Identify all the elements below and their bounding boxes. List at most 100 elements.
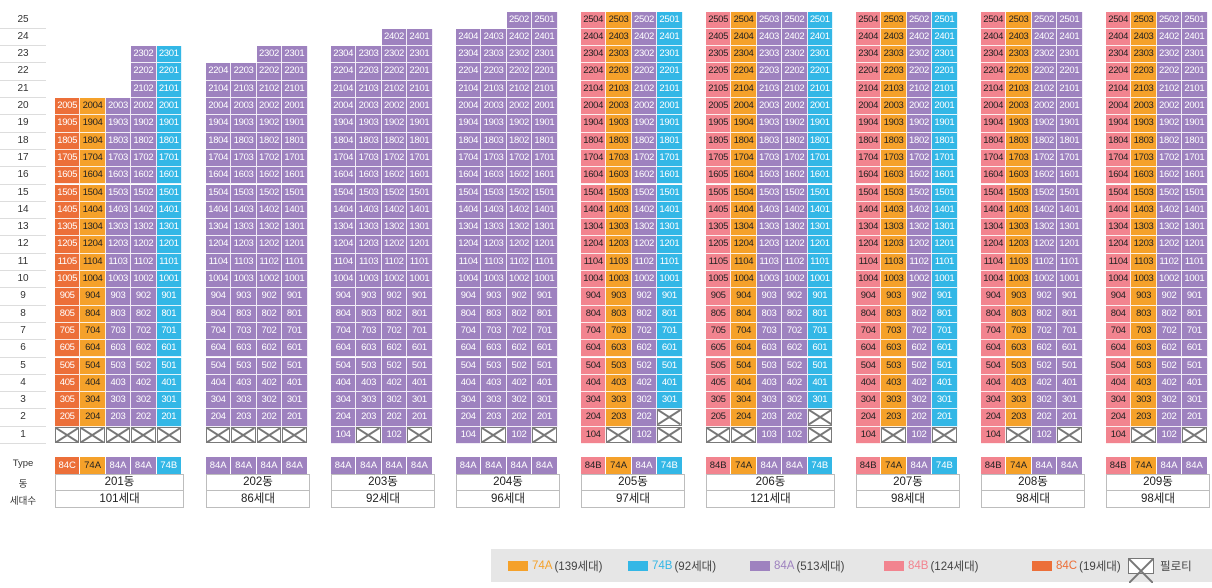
unit-cell: 202 [131, 409, 157, 427]
unit-cell: 2001 [407, 98, 433, 116]
unit-cell: 601 [407, 340, 433, 358]
unit-cell: 1701 [407, 149, 433, 168]
unit-cell: 302 [1156, 392, 1183, 410]
unit-cell: 603 [606, 340, 632, 358]
unit-cell: 1101 [282, 253, 308, 271]
unit-cell: 1504 [206, 184, 232, 202]
unit-cell: 1501 [1057, 184, 1083, 202]
piloti-cell [532, 426, 557, 443]
unit-cell: 2003 [881, 98, 907, 116]
unit-cell: 1804 [856, 132, 882, 150]
unit-cell: 603 [756, 340, 783, 358]
unit-cell: 601 [156, 340, 182, 358]
floor-divider [0, 114, 46, 116]
unit-cell: 501 [1057, 357, 1083, 375]
unit-cell: 1103 [881, 253, 907, 271]
floor-label: 5 [20, 359, 26, 371]
unit-cell: 2202 [1031, 63, 1058, 81]
floor-label: 17 [17, 151, 29, 163]
unit-cell: 1604 [80, 167, 106, 185]
floor-divider [0, 287, 46, 289]
unit-cell: 2002 [906, 98, 933, 116]
unit-cell: 803 [1131, 305, 1157, 323]
unit-cell: 901 [932, 288, 958, 306]
unit-cell: 2002 [506, 98, 533, 116]
unit-cell: 1501 [532, 184, 558, 202]
unit-cell: 1803 [1131, 132, 1157, 150]
unit-cell: 505 [55, 357, 81, 375]
unit-cell: 804 [731, 305, 757, 323]
legend-item-piloti: 필로티 [1128, 549, 1192, 582]
unit-cell: 402 [131, 374, 157, 393]
unit-cell: 801 [657, 305, 683, 323]
unit-cell: 1204 [80, 236, 106, 254]
unit-cell: 1701 [932, 149, 958, 168]
unit-cell: 104 [1106, 426, 1132, 444]
unit-cell: 703 [1006, 322, 1032, 341]
unit-cell: 1404 [581, 201, 607, 220]
unit-cell: 504 [981, 357, 1007, 375]
unit-cell: 1604 [731, 167, 757, 185]
unit-cell: 1803 [606, 132, 632, 150]
unit-cell: 304 [731, 392, 757, 410]
unit-cell: 302 [256, 392, 283, 410]
unit-cell: 502 [1031, 357, 1058, 375]
unit-cell: 1004 [581, 271, 607, 289]
unit-cell: 1403 [606, 201, 632, 220]
building-name: 207동 [856, 474, 960, 491]
unit-cell: 503 [231, 357, 257, 375]
unit-cell: 805 [55, 305, 81, 323]
unit-cell: 2402 [506, 28, 533, 47]
unit-cell: 2401 [657, 28, 683, 47]
unit-cell: 1901 [156, 115, 182, 133]
unit-cell: 403 [606, 374, 632, 393]
unit-cell: 2305 [706, 46, 732, 64]
legend-swatch [750, 560, 770, 571]
unit-cell: 503 [756, 357, 783, 375]
unit-cell: 1905 [706, 115, 732, 133]
unit-cell: 2304 [331, 46, 357, 64]
unit-cell: 1401 [1182, 201, 1208, 220]
unit-cell: 1602 [381, 167, 408, 185]
unit-cell: 801 [532, 305, 558, 323]
unit-cell: 1004 [1106, 271, 1132, 289]
type-cell: 74B [932, 457, 958, 474]
unit-cell: 804 [581, 305, 607, 323]
unit-cell: 2301 [1057, 46, 1083, 64]
type-cell: 84A [105, 457, 132, 474]
unit-cell: 1305 [706, 219, 732, 237]
unit-cell: 404 [456, 374, 482, 393]
unit-cell: 502 [906, 357, 933, 375]
unit-cell: 1102 [631, 253, 658, 271]
floor-divider [0, 356, 46, 358]
floor-divider [0, 270, 46, 271]
unit-cell: 1001 [807, 271, 833, 289]
unit-cell: 1904 [856, 115, 882, 133]
unit-cell: 1304 [456, 219, 482, 237]
unit-cell: 202 [782, 409, 808, 427]
unit-cell: 1302 [506, 219, 533, 237]
unit-cell: 2503 [606, 11, 632, 29]
unit-cell: 1201 [932, 236, 958, 254]
floor-label: 14 [17, 203, 29, 215]
unit-cell: 603 [356, 340, 382, 358]
unit-cell: 1103 [1006, 253, 1032, 271]
type-cell: 84A [906, 457, 933, 474]
unit-cell: 501 [932, 357, 958, 375]
unit-cell: 1505 [706, 184, 732, 202]
unit-cell: 2502 [782, 11, 808, 29]
unit-cell: 2401 [1182, 28, 1208, 47]
unit-cell: 205 [55, 409, 81, 427]
unit-cell: 1601 [282, 167, 308, 185]
piloti-cell [105, 426, 131, 443]
unit-cell: 2304 [581, 46, 607, 64]
unit-cell: 1901 [532, 115, 558, 133]
unit-cell: 1901 [1182, 115, 1208, 133]
unit-cell: 1304 [331, 219, 357, 237]
unit-cell: 1202 [381, 236, 408, 254]
unit-cell: 1503 [356, 184, 382, 202]
unit-cell: 2401 [807, 28, 833, 47]
unit-cell: 1901 [807, 115, 833, 133]
type-cell: 84A [256, 457, 283, 474]
unit-cell: 801 [1057, 305, 1083, 323]
